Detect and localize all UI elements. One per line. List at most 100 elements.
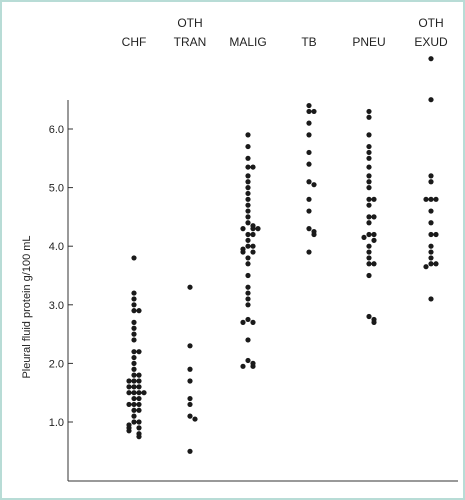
data-point-tb xyxy=(306,226,312,232)
data-point-tb xyxy=(306,208,312,214)
data-point-malig xyxy=(250,363,256,369)
data-point-oth-tran xyxy=(187,395,193,402)
data-point-oth-exud xyxy=(433,231,439,238)
data-point-tb xyxy=(306,179,312,185)
data-point-malig xyxy=(245,243,251,249)
data-point-malig xyxy=(245,261,251,267)
data-point-oth-exud xyxy=(428,231,434,238)
data-point-malig xyxy=(245,316,251,323)
data-point-pneu xyxy=(366,261,372,267)
data-point-oth-exud xyxy=(423,196,429,202)
data-point-oth-exud xyxy=(428,173,434,179)
data-point-malig xyxy=(240,319,246,325)
y-tick-label: 2.0 xyxy=(49,358,64,370)
data-point-pneu xyxy=(366,202,372,208)
data-point-tb xyxy=(311,231,317,238)
data-point-chf xyxy=(131,395,137,402)
data-point-malig xyxy=(245,132,251,138)
data-point-tb xyxy=(306,161,312,167)
data-point-chf xyxy=(136,425,142,431)
data-point-oth-tran xyxy=(187,413,193,419)
data-point-chf xyxy=(131,384,137,390)
data-point-malig xyxy=(245,231,251,238)
category-label-chf: CHF xyxy=(122,35,147,49)
category-labels: CHF OTH TRAN MALIG TB PNEU OTH EXUD xyxy=(122,16,448,49)
data-point-malig xyxy=(250,226,256,232)
data-point-pneu xyxy=(366,272,372,279)
category-label-oth-tran: OTH xyxy=(177,16,202,30)
data-point-tb xyxy=(306,196,312,202)
data-point-chf xyxy=(131,354,137,361)
data-point-malig xyxy=(245,337,251,343)
data-point-malig xyxy=(240,363,246,369)
category-label-oth-exud: OTH xyxy=(418,16,443,30)
category-label-pneu: PNEU xyxy=(352,35,385,49)
data-point-malig xyxy=(245,190,251,197)
data-point-malig xyxy=(240,226,246,232)
data-point-malig xyxy=(250,164,256,170)
data-point-chf xyxy=(126,378,132,384)
data-point-tb xyxy=(311,182,317,188)
data-point-malig xyxy=(245,208,251,214)
data-point-chf xyxy=(136,378,142,384)
y-tick-label: 3.0 xyxy=(49,300,64,312)
data-point-chf xyxy=(131,308,137,314)
data-point-oth-exud xyxy=(428,255,434,261)
data-point-pneu xyxy=(366,155,372,161)
data-point-malig xyxy=(245,357,251,364)
data-point-pneu xyxy=(371,196,377,202)
data-point-oth-exud xyxy=(433,196,439,202)
y-tick-label: 1.0 xyxy=(49,417,64,429)
data-point-chf xyxy=(131,372,137,378)
y-tick-label: 4.0 xyxy=(49,241,64,253)
data-point-pneu xyxy=(366,255,372,261)
data-point-malig xyxy=(255,226,261,232)
data-point-malig xyxy=(245,214,251,220)
data-point-oth-tran xyxy=(187,378,193,384)
data-point-chf xyxy=(131,390,137,396)
data-point-malig xyxy=(245,255,251,261)
data-point-pneu xyxy=(366,143,372,150)
data-points xyxy=(126,56,439,454)
data-point-pneu xyxy=(371,231,377,238)
data-point-pneu xyxy=(366,231,372,238)
data-point-malig xyxy=(250,243,256,249)
data-point-malig xyxy=(245,173,251,179)
data-point-chf xyxy=(131,290,137,296)
data-point-pneu xyxy=(361,234,367,241)
data-point-malig xyxy=(250,319,256,325)
data-point-chf xyxy=(131,413,137,419)
data-point-pneu xyxy=(366,179,372,185)
y-ticks: 1.0 2.0 3.0 4.0 5.0 6.0 xyxy=(49,124,73,429)
data-point-chf xyxy=(136,384,142,390)
data-point-oth-tran xyxy=(192,416,198,422)
data-point-oth-exud xyxy=(428,243,434,249)
data-point-oth-tran xyxy=(187,401,193,408)
data-point-pneu xyxy=(366,220,372,226)
data-point-malig xyxy=(245,220,251,226)
category-label-tb: TB xyxy=(301,35,316,49)
data-point-oth-exud xyxy=(423,264,429,270)
category-label-oth-tran: TRAN xyxy=(174,35,207,49)
data-point-malig xyxy=(245,179,251,185)
data-point-chf xyxy=(136,349,142,355)
data-point-pneu xyxy=(366,185,372,191)
data-point-oth-exud xyxy=(433,261,439,267)
data-point-tb xyxy=(306,249,312,255)
data-point-chf xyxy=(131,419,137,425)
data-point-oth-exud xyxy=(428,261,434,267)
data-point-chf xyxy=(131,401,137,408)
data-point-pneu xyxy=(366,114,372,120)
data-point-pneu xyxy=(366,149,372,156)
data-point-oth-exud xyxy=(428,208,434,214)
data-point-oth-exud xyxy=(428,179,434,185)
data-point-tb xyxy=(311,108,317,115)
category-label-malig: MALIG xyxy=(229,35,266,49)
data-point-pneu xyxy=(366,132,372,138)
data-point-pneu xyxy=(366,173,372,179)
data-point-pneu xyxy=(366,164,372,170)
data-point-oth-tran xyxy=(187,448,193,454)
data-point-chf xyxy=(136,308,142,314)
